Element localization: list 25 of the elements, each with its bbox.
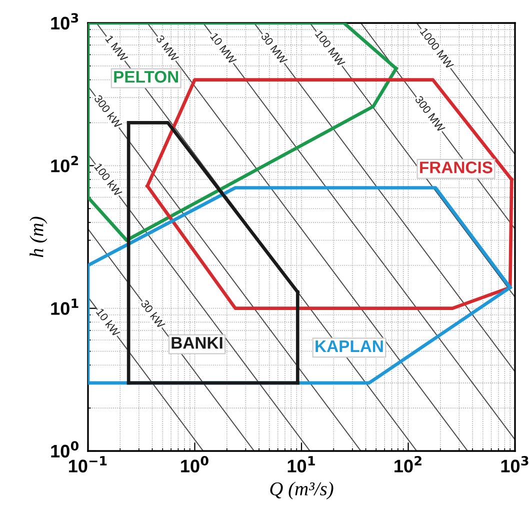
x-tick-label: 10$^{1}$ (288, 456, 315, 472)
text: 300 MW (414, 95, 446, 133)
x-axis-title: Q (m³/s) (270, 482, 334, 500)
text: 100 kW (94, 162, 123, 197)
text: 30 MW (260, 32, 288, 65)
x-tick-label: 10$^{2}$ (394, 456, 422, 472)
x-tick-label: 10$^{−1}$ (69, 456, 107, 472)
series-label: FRANCIS (420, 162, 492, 174)
text: KAPLAN (316, 340, 383, 352)
x-tick-label: 10$^{0}$ (181, 456, 208, 472)
x-tick-label: 10$^{3}$ (501, 456, 528, 472)
text: 300 kW (94, 94, 123, 129)
text: PELTON (114, 70, 178, 83)
y-tick-label: 10$^{2}$ (51, 156, 78, 172)
text: 10 kW (96, 308, 121, 338)
y-tick-label: 10$^{0}$ (51, 441, 78, 458)
text: 30 kW (140, 299, 166, 329)
y-tick-label: 10$^{1}$ (51, 298, 78, 315)
text: 10 MW (210, 32, 237, 65)
y-axis-title: h (m) (30, 216, 48, 258)
text: 100 MW (314, 30, 346, 67)
text: BANKI (172, 337, 222, 349)
text: 1 MW (105, 34, 128, 62)
y-tick-label: 10$^{3}$ (51, 13, 78, 30)
text: 3 MW (156, 34, 180, 62)
